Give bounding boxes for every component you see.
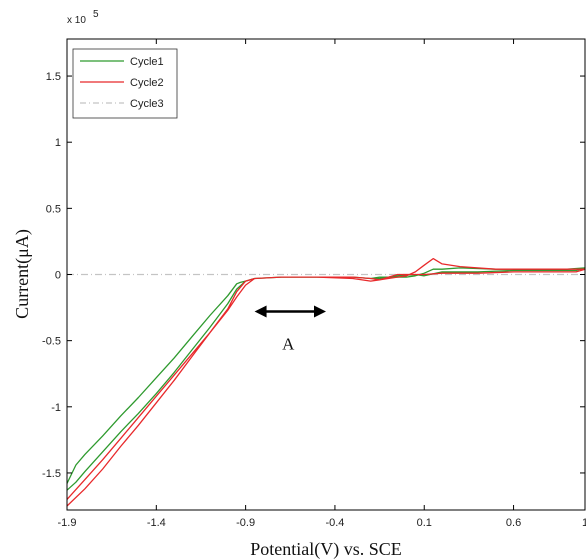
y-tick-label: 0.5 — [46, 203, 61, 215]
x-tick-label: -1.9 — [58, 517, 77, 529]
series-line-cycle2 — [66, 257, 586, 507]
x-tick-label: -1.4 — [147, 517, 166, 529]
annotation-arrowhead-right — [314, 305, 326, 318]
y-multiplier-exponent: 5 — [93, 9, 99, 20]
legend-label-cycle1: Cycle1 — [130, 56, 164, 68]
y-tick-label: 1 — [55, 137, 61, 149]
x-tick-label: -0.9 — [236, 517, 255, 529]
legend: Cycle1 Cycle2 Cycle3 — [72, 48, 178, 119]
y-multiplier-label: x 10 — [67, 15, 86, 26]
x-tick-label: -0.4 — [325, 517, 344, 529]
y-axis-title: Current(μA) — [12, 229, 33, 319]
x-axis-title: Potential(V) vs. SCE — [250, 539, 402, 559]
x-tick-label: 0.1 — [417, 517, 432, 529]
annotation-label: A — [282, 335, 295, 354]
y-tick-label: -0.5 — [42, 336, 61, 348]
y-tick-label: 0 — [55, 270, 61, 282]
x-tick-label: 1 — [582, 517, 586, 529]
series-layer — [66, 257, 586, 507]
y-tick-label: 1.5 — [46, 71, 61, 83]
y-tick-label: -1 — [51, 402, 61, 414]
annotation-layer: A — [254, 305, 326, 354]
x-tick-label: 0.6 — [506, 517, 521, 529]
annotation-arrowhead-left — [254, 305, 267, 318]
legend-label-cycle2: Cycle2 — [130, 77, 164, 89]
legend-label-cycle3: Cycle3 — [130, 98, 164, 110]
ticks-layer: -1.9 -1.4 -0.9 -0.4 0.1 0.6 1 -1.5 -1 -0.5 0 0.5 1 1.… — [42, 39, 586, 529]
y-tick-label: -1.5 — [42, 468, 61, 480]
